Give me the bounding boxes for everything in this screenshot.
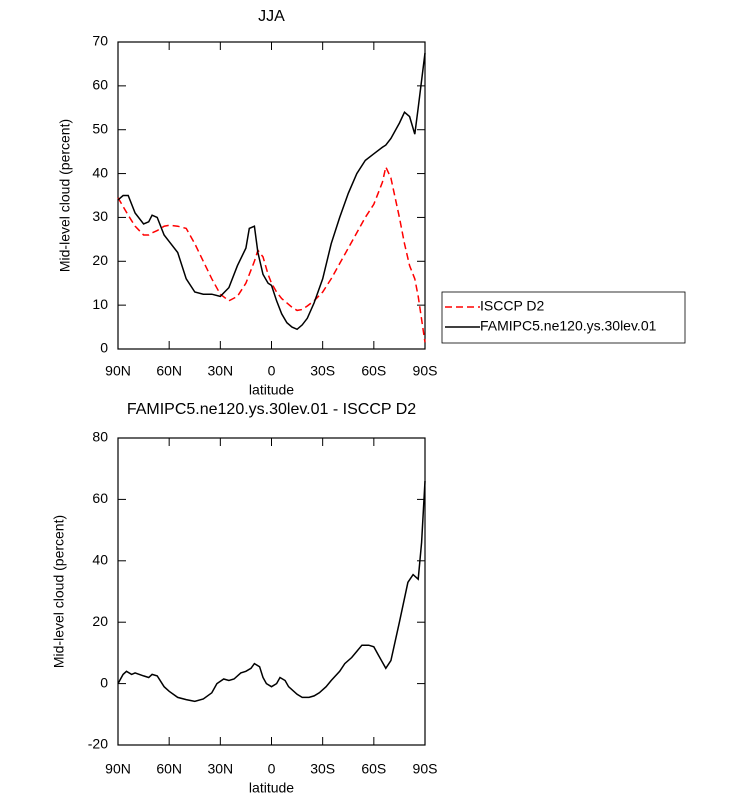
y-tick-label: 40 [92, 552, 108, 568]
y-tick-label: -20 [88, 736, 108, 752]
x-tick-label: 90S [413, 761, 438, 777]
y-tick-label: 0 [100, 340, 108, 356]
x-tick-label: 30N [207, 761, 233, 777]
plot-frame [117, 437, 426, 746]
legend-label: ISCCP D2 [480, 298, 545, 314]
y-tick-label: 50 [92, 120, 108, 136]
y-tick-label: 70 [92, 33, 108, 49]
x-tick-label: 60S [361, 363, 386, 379]
x-tick-label: 30S [310, 761, 335, 777]
x-tick-label: 60N [156, 761, 182, 777]
y-tick-label: 60 [92, 490, 108, 506]
x-tick-label: 60N [156, 363, 182, 379]
y-tick-label: 20 [92, 613, 108, 629]
series-line [117, 164, 426, 343]
y-axis-label: Mid-level cloud (percent) [57, 119, 73, 272]
y-tick-label: 0 [100, 674, 108, 690]
y-axis-label: Mid-level cloud (percent) [51, 515, 67, 668]
series-line [117, 52, 426, 331]
y-tick-label: 40 [92, 164, 108, 180]
chart-title: FAMIPC5.ne120.ys.30lev.01 - ISCCP D2 [127, 401, 416, 418]
x-tick-label: 90N [105, 761, 131, 777]
y-tick-label: 10 [92, 296, 108, 312]
x-tick-label: 0 [268, 761, 276, 777]
series-line [117, 480, 426, 703]
x-tick-label: 0 [268, 363, 276, 379]
y-tick-label: 60 [92, 77, 108, 93]
x-axis-label: latitude [249, 382, 294, 398]
y-tick-label: 20 [92, 252, 108, 268]
x-tick-label: 90N [105, 363, 131, 379]
y-tick-label: 80 [92, 429, 108, 445]
y-tick-label: 30 [92, 208, 108, 224]
x-axis-label: latitude [249, 780, 294, 796]
x-tick-label: 30S [310, 363, 335, 379]
chart-title: JJA [258, 8, 285, 25]
x-tick-label: 30N [207, 363, 233, 379]
plot-frame [117, 41, 426, 350]
legend-label: FAMIPC5.ne120.ys.30lev.01 [480, 318, 657, 334]
legend-box [441, 291, 686, 344]
x-tick-label: 60S [361, 761, 386, 777]
x-tick-label: 90S [413, 363, 438, 379]
